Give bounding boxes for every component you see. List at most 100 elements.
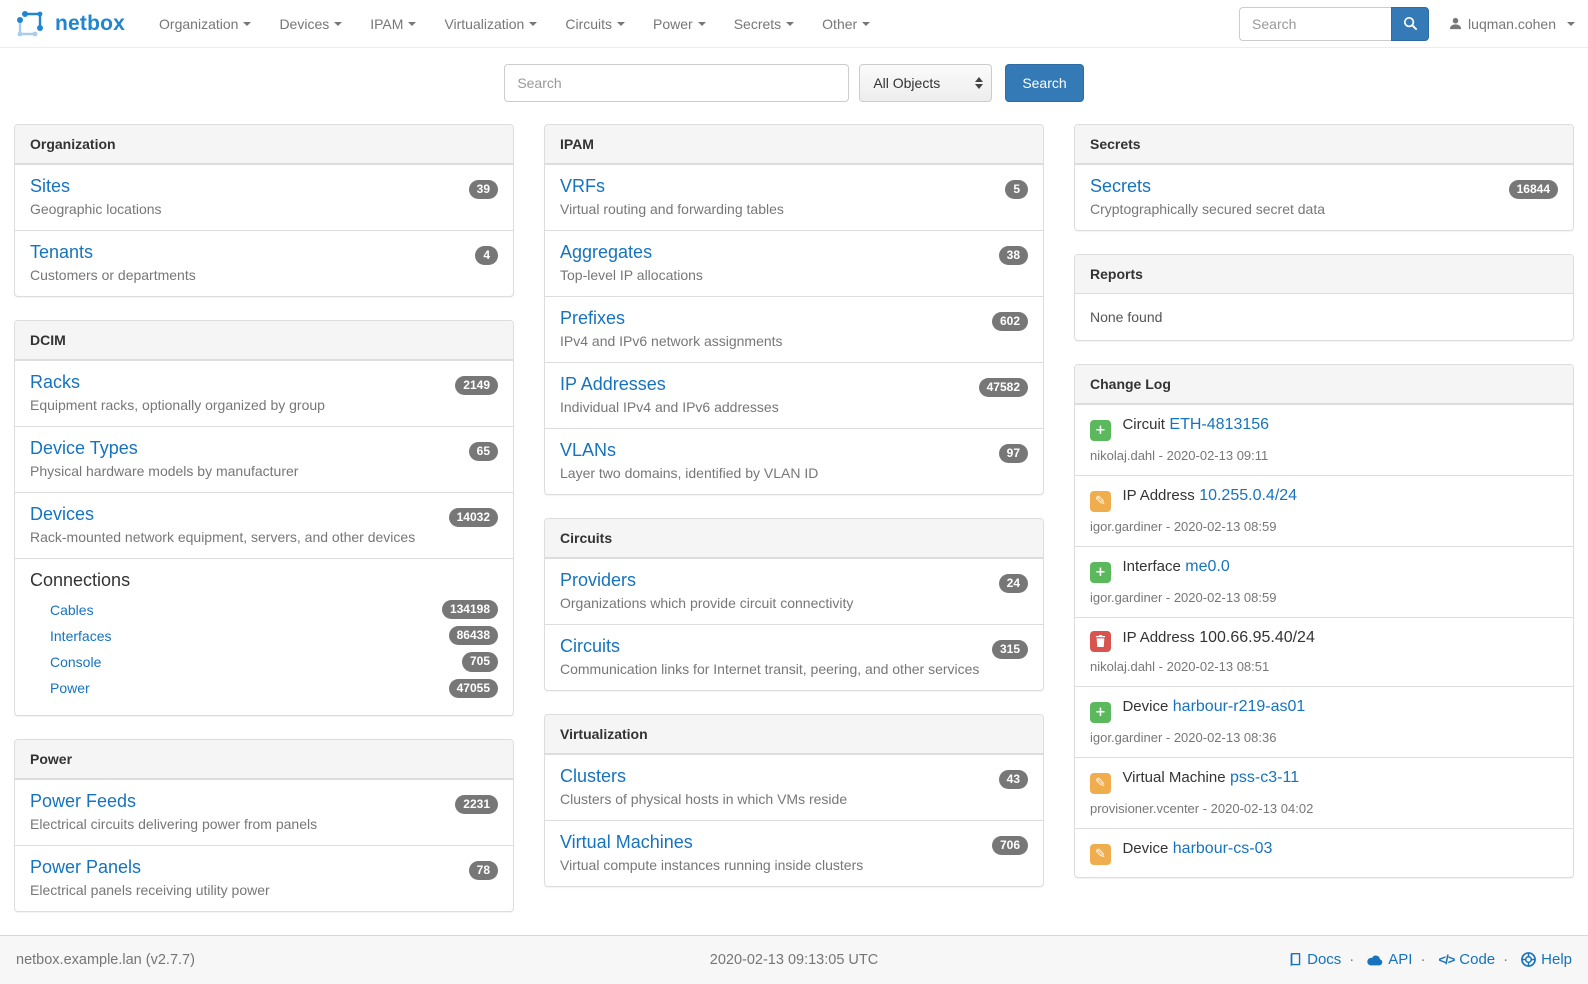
nav-menu-other[interactable]: Other: [808, 0, 884, 48]
footer-link-label: Code: [1459, 951, 1496, 969]
nav-menu-label: Virtualization: [444, 15, 525, 32]
changelog-object-link[interactable]: me0.0: [1185, 558, 1230, 575]
panel-heading: Organization: [15, 125, 513, 164]
changelog-entry: + Interface me0.0 igor.gardiner - 2020-0…: [1075, 546, 1573, 617]
pencil-icon: ✎: [1090, 843, 1111, 865]
ip-addresses-link[interactable]: IP Addresses: [560, 374, 666, 394]
nav-menu-label: Power: [653, 15, 693, 32]
brand-wordmark: netbox: [55, 11, 126, 35]
cables-link[interactable]: Cables: [50, 601, 94, 618]
item-description: Clusters of physical hosts in which VMs …: [560, 791, 848, 807]
console-link[interactable]: Console: [50, 653, 102, 670]
cloud-icon: [1367, 954, 1383, 966]
netbox-logo-icon: [13, 8, 47, 40]
power-connections-link[interactable]: Power: [50, 680, 90, 697]
panel-change-log: Change Log + Circuit ETH-4813156 nikolaj…: [1074, 364, 1574, 878]
providers-link[interactable]: Providers: [560, 570, 637, 590]
virtual-machines-link[interactable]: Virtual Machines: [560, 832, 693, 852]
item-description: Rack-mounted network equipment, servers,…: [30, 529, 416, 545]
device-types-link[interactable]: Device Types: [30, 438, 138, 458]
life-ring-icon: [1521, 952, 1537, 968]
count-badge: 97: [998, 444, 1028, 464]
nav-menu-ipam[interactable]: IPAM: [356, 0, 430, 48]
search-scope-select[interactable]: All Objects: [859, 64, 993, 102]
panel-heading: Virtualization: [545, 715, 1043, 754]
tenants-link[interactable]: Tenants: [30, 242, 94, 262]
count-badge: 315: [991, 640, 1028, 660]
api-link[interactable]: API: [1341, 951, 1412, 968]
footer-link-label: API: [1388, 951, 1413, 969]
nav-menu-devices[interactable]: Devices: [265, 0, 356, 48]
panel-secrets: Secrets 16844 Secrets Cryptographically …: [1074, 124, 1574, 231]
global-search-input[interactable]: [504, 64, 850, 102]
list-item-power-panels: 78 Power Panels Electrical panels receiv…: [15, 844, 513, 911]
plus-icon: +: [1090, 420, 1111, 441]
changelog-object-link[interactable]: harbour-r219-as01: [1172, 697, 1306, 715]
changelog-object-link[interactable]: pss-c3-11: [1230, 768, 1300, 786]
count-badge: 43: [998, 770, 1028, 790]
nav-menu-power[interactable]: Power: [639, 0, 720, 48]
chevron-down-icon: [617, 21, 626, 26]
changelog-meta: nikolaj.dahl - 2020-02-13 09:11: [1090, 448, 1269, 463]
panel-heading: Secrets: [1075, 125, 1573, 164]
footer-links: Docs API </> Code Help: [1288, 951, 1572, 968]
clusters-link[interactable]: Clusters: [560, 766, 627, 786]
connections-section: Connections Cables 134198 Interfaces 864…: [15, 558, 513, 715]
help-link[interactable]: Help: [1495, 951, 1572, 968]
changelog-object-link[interactable]: ETH-4813156: [1169, 416, 1270, 433]
list-item-racks: 2149 Racks Equipment racks, optionally o…: [15, 360, 513, 426]
nav-menu-virtualization[interactable]: Virtualization: [430, 0, 551, 48]
item-description: Layer two domains, identified by VLAN ID: [560, 465, 819, 481]
prefixes-link[interactable]: Prefixes: [560, 308, 626, 328]
secrets-link[interactable]: Secrets: [1090, 176, 1152, 196]
circuits-link[interactable]: Circuits: [560, 636, 621, 656]
nav-menu-label: IPAM: [370, 15, 404, 32]
nav-menu-label: Other: [822, 15, 858, 32]
connection-row-power: Power 47055: [30, 676, 498, 702]
changelog-object-link[interactable]: 10.255.0.4/24: [1199, 487, 1298, 504]
list-item-clusters: 43 Clusters Clusters of physical hosts i…: [545, 754, 1043, 820]
list-item-circuits: 315 Circuits Communication links for Int…: [545, 624, 1043, 690]
panel-power: Power 2231 Power Feeds Electrical circui…: [14, 738, 514, 912]
reports-empty-message: None found: [1090, 309, 1163, 325]
global-search-button[interactable]: Search: [1005, 64, 1084, 102]
power-feeds-link[interactable]: Power Feeds: [30, 790, 137, 811]
devices-link[interactable]: Devices: [30, 504, 95, 524]
list-item-vrfs: 5 VRFs Virtual routing and forwarding ta…: [545, 164, 1043, 230]
list-item-ip-addresses: 47582 IP Addresses Individual IPv4 and I…: [545, 362, 1043, 428]
changelog-object-text: 100.66.95.40/24: [1199, 629, 1315, 646]
nav-menu-organization[interactable]: Organization: [145, 0, 265, 48]
racks-link[interactable]: Racks: [30, 372, 81, 392]
code-link[interactable]: </> Code: [1412, 951, 1495, 968]
chevron-down-icon: [529, 21, 538, 26]
power-panels-link[interactable]: Power Panels: [30, 856, 142, 877]
count-badge: 47055: [448, 678, 498, 698]
count-badge: 16844: [1508, 180, 1558, 200]
aggregates-link[interactable]: Aggregates: [560, 242, 653, 262]
interfaces-link[interactable]: Interfaces: [50, 627, 112, 644]
user-menu[interactable]: luqman.cohen: [1449, 16, 1575, 32]
docs-link[interactable]: Docs: [1288, 951, 1341, 968]
vlans-link[interactable]: VLANs: [560, 440, 617, 460]
sites-link[interactable]: Sites: [30, 176, 71, 196]
footer-link-label: Help: [1541, 951, 1572, 969]
panel-virtualization: Virtualization 43 Clusters Clusters of p…: [544, 714, 1044, 887]
main-nav-menu: Organization Devices IPAM Virtualization…: [145, 0, 884, 48]
count-badge: 4: [475, 246, 498, 266]
changelog-object-type: Device: [1122, 697, 1169, 715]
navbar-search-button[interactable]: [1391, 6, 1430, 41]
navbar-search-input[interactable]: [1239, 6, 1392, 41]
changelog-entry: ✎ Virtual Machine pss-c3-11 provisioner.…: [1075, 756, 1573, 828]
item-description: Electrical panels receiving utility powe…: [30, 881, 270, 898]
vrfs-link[interactable]: VRFs: [560, 176, 605, 196]
pencil-icon: ✎: [1090, 772, 1111, 794]
nav-menu-circuits[interactable]: Circuits: [551, 0, 639, 48]
panel-dcim: DCIM 2149 Racks Equipment racks, optiona…: [14, 320, 514, 716]
item-description: Communication links for Internet transit…: [560, 661, 980, 677]
select-updown-icon: [975, 77, 984, 89]
list-item-virtual-machines: 706 Virtual Machines Virtual compute ins…: [545, 820, 1043, 886]
netbox-brand-link[interactable]: netbox: [13, 8, 125, 40]
nav-menu-label: Secrets: [733, 15, 782, 32]
changelog-object-link[interactable]: harbour-cs-03: [1172, 839, 1273, 857]
nav-menu-secrets[interactable]: Secrets: [720, 0, 808, 48]
